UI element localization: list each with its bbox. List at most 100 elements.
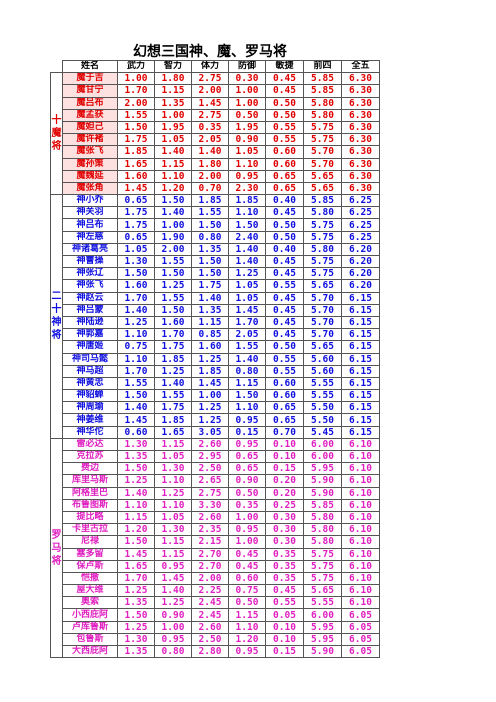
value-cell: 5.50 bbox=[303, 413, 342, 427]
name-cell: 神周瑜 bbox=[62, 401, 118, 415]
value-cell: 6.10 bbox=[341, 535, 380, 549]
value-cell: 0.35 bbox=[265, 571, 304, 586]
value-cell: 6.15 bbox=[341, 376, 380, 391]
value-cell: 2.25 bbox=[191, 584, 229, 598]
value-cell: 1.10 bbox=[154, 169, 192, 183]
value-cell: 1.85 bbox=[117, 145, 155, 159]
header-cell: 前四 bbox=[303, 59, 342, 74]
value-cell: 1.35 bbox=[154, 96, 192, 110]
value-cell: 2.50 bbox=[191, 462, 229, 476]
value-cell: 0.10 bbox=[265, 449, 304, 464]
value-cell: 1.15 bbox=[154, 84, 192, 98]
value-cell: 1.60 bbox=[117, 279, 155, 293]
value-cell: 5.65 bbox=[303, 169, 342, 183]
value-cell: 0.45 bbox=[265, 206, 304, 220]
value-cell: 6.10 bbox=[341, 547, 380, 561]
value-cell: 6.10 bbox=[341, 571, 380, 586]
header-cell: 敏捷 bbox=[265, 59, 304, 74]
value-cell: 2.75 bbox=[191, 486, 229, 500]
value-cell: 5.90 bbox=[303, 486, 342, 500]
value-cell: 6.10 bbox=[341, 462, 380, 476]
value-cell: 6.30 bbox=[341, 133, 380, 147]
value-cell: 0.50 bbox=[228, 486, 266, 500]
value-cell: 1.10 bbox=[117, 328, 155, 342]
value-cell: 6.05 bbox=[341, 620, 380, 634]
value-cell: 0.70 bbox=[265, 425, 304, 439]
value-cell: 1.30 bbox=[154, 523, 192, 537]
value-cell: 6.00 bbox=[303, 437, 342, 452]
value-cell: 0.35 bbox=[228, 498, 266, 512]
value-cell: 5.80 bbox=[303, 242, 342, 257]
value-cell: 6.25 bbox=[341, 206, 380, 220]
value-cell: 1.50 bbox=[117, 608, 155, 622]
value-cell: 1.85 bbox=[154, 352, 192, 366]
value-cell: 1.45 bbox=[117, 181, 155, 196]
value-cell: 6.30 bbox=[341, 108, 380, 122]
data-row: 大西庇阿 1.35 0.80 2.80 0.95 0.15 5.90 6.05 bbox=[51, 644, 380, 659]
value-cell: 1.05 bbox=[154, 133, 192, 147]
value-cell: 1.50 bbox=[117, 120, 155, 135]
value-cell: 1.10 bbox=[228, 157, 266, 171]
value-cell: 1.55 bbox=[117, 376, 155, 391]
value-cell: 0.20 bbox=[265, 486, 304, 500]
value-cell: 5.85 bbox=[303, 194, 342, 208]
value-cell: 0.50 bbox=[265, 230, 304, 244]
value-cell: 2.60 bbox=[191, 437, 229, 452]
value-cell: 0.50 bbox=[265, 96, 304, 110]
value-cell: 2.80 bbox=[191, 644, 229, 659]
value-cell: 5.70 bbox=[303, 328, 342, 342]
value-cell: 1.25 bbox=[154, 596, 192, 610]
value-cell: 1.45 bbox=[191, 376, 229, 391]
name-cell: 大西庇阿 bbox=[62, 644, 118, 659]
data-row: 神张辽 1.50 1.50 1.50 1.25 0.45 5.75 6.20 bbox=[51, 267, 380, 281]
name-cell: 屋大维 bbox=[62, 584, 118, 598]
name-cell: 塞多留 bbox=[62, 547, 118, 561]
value-cell: 1.35 bbox=[191, 303, 229, 317]
value-cell: 1.00 bbox=[117, 72, 155, 86]
data-row: 尼禄 1.50 1.15 2.15 1.00 0.30 5.80 6.10 bbox=[51, 535, 380, 549]
data-row: 魔许褚 1.75 1.05 2.05 0.90 0.55 5.75 6.30 bbox=[51, 133, 380, 147]
value-cell: 5.75 bbox=[303, 267, 342, 281]
value-cell: 1.65 bbox=[117, 157, 155, 171]
name-cell: 卡里古拉 bbox=[62, 523, 118, 537]
data-row: 神吕布 1.75 1.00 1.50 1.50 0.50 5.75 6.25 bbox=[51, 218, 380, 232]
value-cell: 1.45 bbox=[228, 303, 266, 317]
value-cell: 0.45 bbox=[228, 559, 266, 573]
value-cell: 1.75 bbox=[154, 401, 192, 415]
value-cell: 1.55 bbox=[191, 206, 229, 220]
value-cell: 5.70 bbox=[303, 303, 342, 317]
value-cell: 0.40 bbox=[265, 242, 304, 257]
value-cell: 1.45 bbox=[154, 571, 192, 586]
name-cell: 神陆逊 bbox=[62, 315, 118, 330]
value-cell: 0.95 bbox=[154, 632, 192, 647]
value-cell: 1.30 bbox=[117, 632, 155, 647]
value-cell: 0.95 bbox=[228, 523, 266, 537]
value-cell: 0.85 bbox=[191, 328, 229, 342]
value-cell: 1.40 bbox=[191, 291, 229, 305]
value-cell: 1.10 bbox=[154, 474, 192, 488]
value-cell: 1.70 bbox=[117, 84, 155, 98]
value-cell: 1.35 bbox=[117, 644, 155, 659]
value-cell: 1.70 bbox=[117, 571, 155, 586]
value-cell: 1.85 bbox=[228, 194, 266, 208]
value-cell: 1.90 bbox=[154, 230, 192, 244]
value-cell: 0.30 bbox=[265, 523, 304, 537]
value-cell: 5.85 bbox=[303, 84, 342, 98]
value-cell: 6.15 bbox=[341, 328, 380, 342]
data-row: 神貂蝉 1.50 1.55 1.00 1.50 0.60 5.55 6.15 bbox=[51, 389, 380, 403]
name-cell: 神关羽 bbox=[62, 206, 118, 220]
value-cell: 6.15 bbox=[341, 303, 380, 317]
value-cell: 6.25 bbox=[341, 194, 380, 208]
data-row: 神黄忠 1.55 1.40 1.45 1.15 0.60 5.55 6.15 bbox=[51, 376, 380, 391]
name-cell: 恺撒 bbox=[62, 571, 118, 586]
name-cell: 神华佗 bbox=[62, 425, 118, 439]
data-row: 库里马斯 1.25 1.10 2.65 0.90 0.20 5.90 6.10 bbox=[51, 474, 380, 488]
value-cell: 6.20 bbox=[341, 267, 380, 281]
value-cell: 5.85 bbox=[303, 498, 342, 512]
value-cell: 1.40 bbox=[154, 376, 192, 391]
value-cell: 5.75 bbox=[303, 571, 342, 586]
data-row: 魔孟获 1.55 1.00 2.75 0.50 0.50 5.80 6.30 bbox=[51, 108, 380, 122]
name-cell: 雷必达 bbox=[62, 437, 118, 452]
value-cell: 6.00 bbox=[303, 608, 342, 622]
